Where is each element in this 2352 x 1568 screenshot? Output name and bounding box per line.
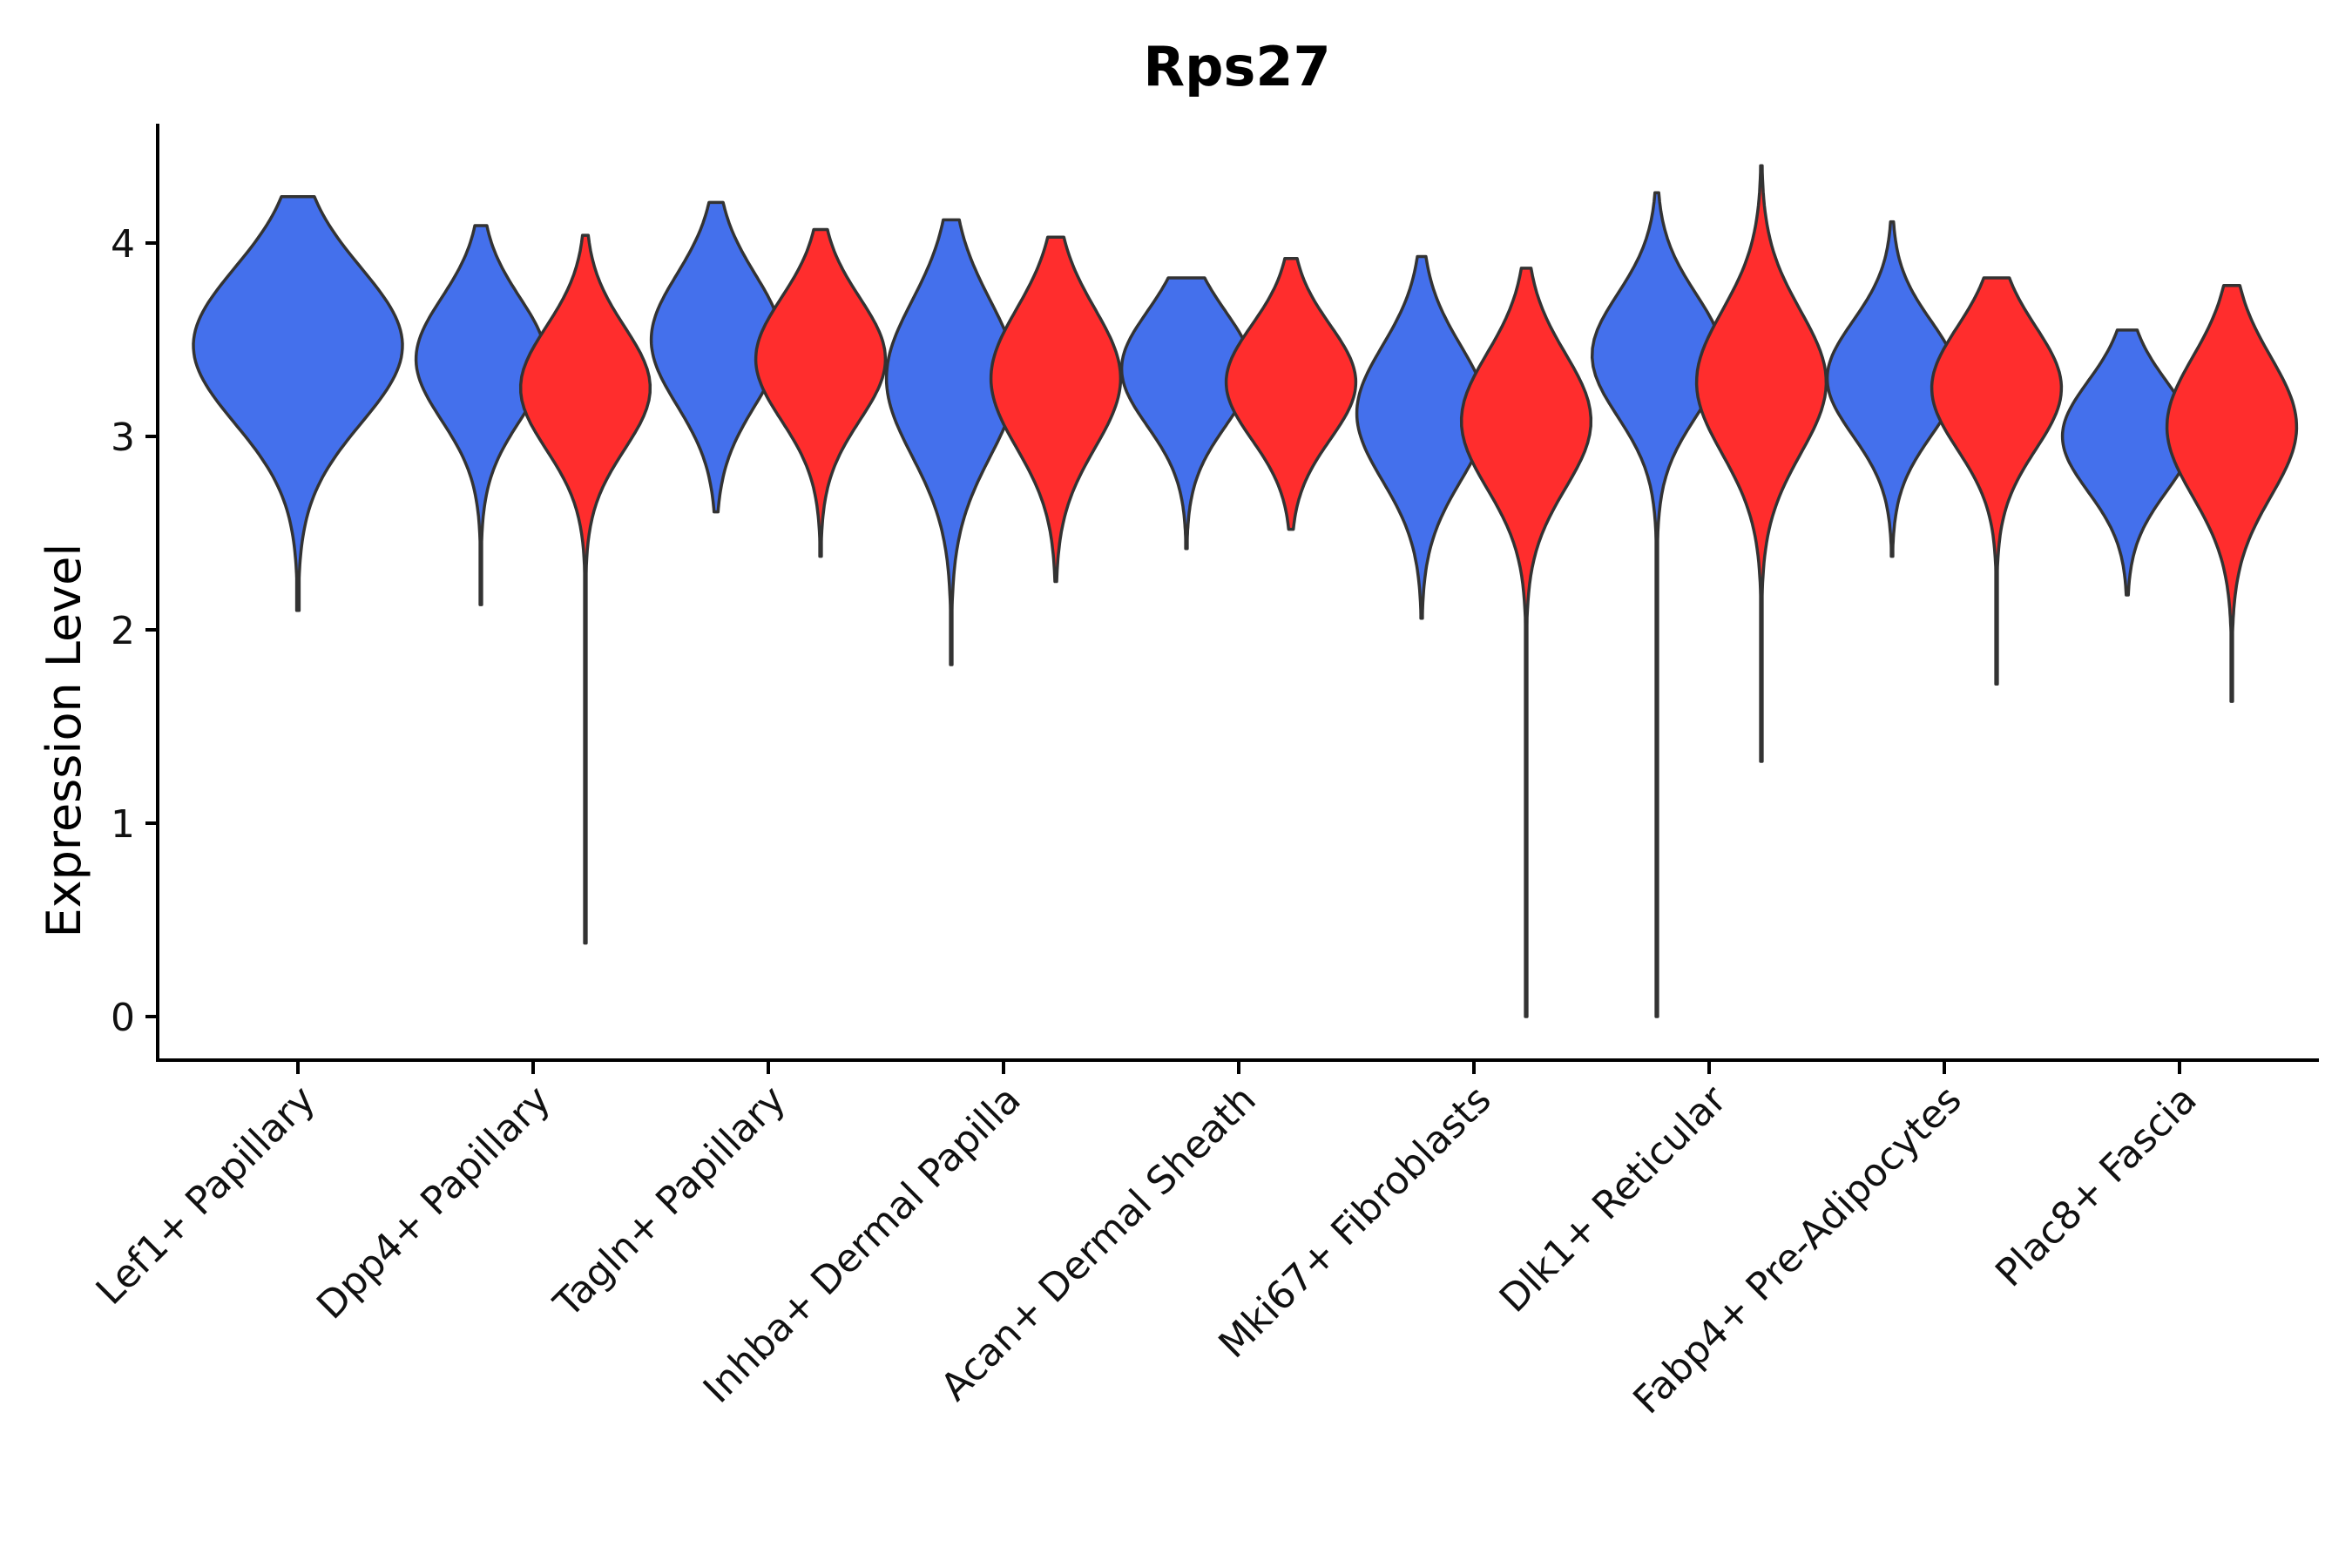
y-tick-label: 0	[111, 996, 135, 1040]
violin-group-blue-3	[884, 218, 1018, 666]
violin-group-red-2	[754, 227, 888, 558]
violin-group-blue-2	[649, 200, 783, 514]
violin-layer	[192, 164, 2299, 1018]
violin-group-red-1	[518, 233, 652, 945]
x-tick-label: Mki67+ Fibroblasts	[1210, 1078, 1499, 1367]
violin-group-red-4	[1224, 257, 1358, 531]
x-tick-label: Dpp4+ Papillary	[308, 1078, 559, 1328]
y-tick-label: 3	[111, 416, 135, 460]
y-axis-label: Expression Level	[37, 544, 91, 938]
x-tick-label: Dlk1+ Reticular	[1491, 1077, 1736, 1321]
violin-group-red-5	[1459, 267, 1593, 1018]
y-tick-label: 2	[111, 609, 135, 653]
violin-group-red-3	[989, 235, 1123, 584]
y-tick-label: 1	[111, 802, 135, 847]
chart-title: Rps27	[1143, 35, 1330, 98]
violin-group-blue-8	[2060, 328, 2194, 597]
violin-group-blue-4	[1119, 276, 1254, 551]
x-tick-label: Lef1+ Papillary	[88, 1078, 324, 1314]
violin-group-red-6	[1694, 164, 1828, 763]
violin-group-blue-0	[192, 194, 404, 612]
x-tick-label: Tagln+ Papillary	[545, 1078, 794, 1327]
y-ticks: 0 1 2 3 4	[111, 222, 158, 1040]
y-tick-label: 4	[111, 222, 135, 267]
violin-group-blue-6	[1590, 191, 1724, 1018]
violin-group-blue-7	[1825, 220, 1959, 558]
violin-group-red-7	[1930, 276, 2064, 686]
violin-group-red-8	[2165, 284, 2299, 703]
x-tick-label: Plac8+ Fascia	[1987, 1078, 2206, 1296]
